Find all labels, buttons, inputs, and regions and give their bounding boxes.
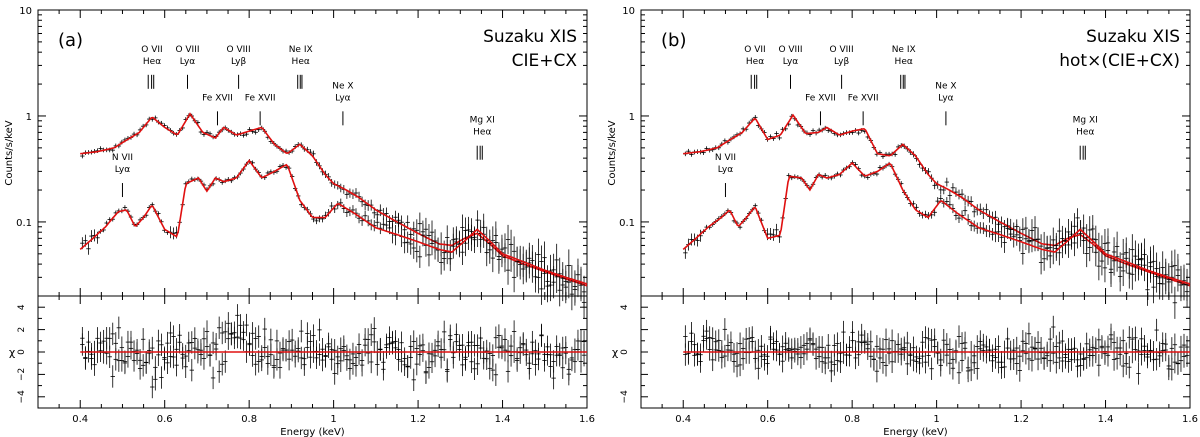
resid-tick-label: −2 bbox=[17, 368, 27, 381]
residuals bbox=[683, 315, 1190, 385]
model-curve bbox=[683, 113, 1191, 287]
line-id-label: Lyα bbox=[180, 57, 196, 67]
y-tick-label: 10 bbox=[622, 6, 635, 17]
resid-tick-label: 0 bbox=[17, 349, 27, 355]
y-axis-label: Counts/s/keV bbox=[4, 120, 15, 185]
x-tick-label: 1.4 bbox=[495, 414, 511, 425]
y-axis-label: Counts/s/keV bbox=[607, 120, 618, 185]
panel-label: (a) bbox=[58, 30, 83, 51]
line-id-label: Fe XVII bbox=[805, 93, 836, 103]
resid-tick-label: 4 bbox=[17, 304, 27, 310]
line-id-label: Lyα bbox=[718, 165, 734, 175]
series-lower bbox=[682, 160, 1191, 319]
line-id-label: Lyα bbox=[115, 165, 131, 175]
x-tick-label: 0.4 bbox=[675, 414, 691, 425]
line-id-label: O VIII bbox=[175, 45, 199, 55]
resid-tick-label: −4 bbox=[620, 390, 630, 404]
y-tick-label: 10 bbox=[19, 6, 32, 17]
resid-tick-label: 4 bbox=[620, 304, 630, 310]
y-tick-label: 1 bbox=[26, 112, 32, 123]
panel-b: 0.4 0.6 0.8 1 1.2 1.4 1.6 Energy (keV) 0.1 1 10 Cou… bbox=[607, 6, 1198, 437]
line-id-label: O VIII bbox=[227, 45, 251, 55]
line-id-label: Lyβ bbox=[231, 57, 247, 67]
model-curve bbox=[79, 159, 588, 285]
residuals bbox=[80, 304, 587, 399]
resid-tick-label: 0 bbox=[620, 349, 630, 355]
resid-axis-label: χ bbox=[612, 346, 619, 359]
panel-a: 0.4 0.6 0.8 1 1.2 1.4 1.6 Energy (keV) 0.1 1 10 Cou… bbox=[4, 6, 595, 437]
line-id-label: Heα bbox=[143, 57, 161, 67]
panel-label: (b) bbox=[661, 30, 686, 51]
y-tick-label: 0.1 bbox=[619, 218, 635, 229]
line-id-label: Lyα bbox=[938, 93, 954, 103]
line-id-label: Ne IX bbox=[289, 45, 313, 55]
y-tick-label: 0.1 bbox=[16, 218, 32, 229]
model-curve bbox=[80, 112, 588, 287]
model-curve bbox=[682, 161, 1191, 285]
chart-subtitle: hot×(CIE+CX) bbox=[1059, 51, 1180, 71]
line-id-label: O VII bbox=[141, 45, 162, 55]
series-upper bbox=[683, 113, 1191, 308]
chart-title: Suzaku XIS bbox=[483, 27, 577, 47]
series-upper bbox=[80, 112, 588, 319]
line-id-label: N VII bbox=[715, 153, 736, 163]
line-id-label: Fe XVII bbox=[202, 93, 233, 103]
x-tick-label: 1.6 bbox=[1182, 414, 1198, 425]
y-tick-label: 1 bbox=[629, 112, 635, 123]
line-id-label: Lyβ bbox=[834, 57, 850, 67]
x-axis-label: Energy (keV) bbox=[280, 427, 345, 437]
line-id-label: O VIII bbox=[778, 45, 802, 55]
x-tick-label: 0.8 bbox=[844, 414, 860, 425]
chart-subtitle: CIE+CX bbox=[512, 51, 578, 71]
x-tick-label: 1 bbox=[330, 414, 336, 425]
line-id-label: Ne X bbox=[935, 81, 956, 91]
line-id-label: Ne IX bbox=[892, 45, 916, 55]
line-id-label: Heα bbox=[473, 128, 491, 138]
x-tick-label: 0.4 bbox=[72, 414, 88, 425]
x-tick-label: 1 bbox=[933, 414, 939, 425]
line-id-label: Mg XI bbox=[470, 116, 495, 126]
x-tick-label: 1.2 bbox=[1013, 414, 1029, 425]
chart-title: Suzaku XIS bbox=[1086, 27, 1180, 47]
x-axis-label: Energy (keV) bbox=[883, 427, 948, 437]
line-id-label: Lyα bbox=[783, 57, 799, 67]
x-tick-label: 1.6 bbox=[579, 414, 595, 425]
resid-tick-label: −4 bbox=[17, 390, 27, 404]
line-id-label: Heα bbox=[746, 57, 764, 67]
x-tick-label: 0.6 bbox=[157, 414, 173, 425]
line-id-label: Heα bbox=[1076, 128, 1094, 138]
x-tick-label: 1.4 bbox=[1098, 414, 1114, 425]
line-id-label: O VII bbox=[744, 45, 765, 55]
x-tick-label: 1.2 bbox=[410, 414, 426, 425]
line-id-label: Lyα bbox=[335, 93, 351, 103]
x-tick-label: 0.6 bbox=[760, 414, 776, 425]
line-id-label: Heα bbox=[292, 57, 310, 67]
resid-tick-label: 2 bbox=[17, 327, 27, 333]
line-id-label: N VII bbox=[112, 153, 133, 163]
line-id-label: Ne X bbox=[332, 81, 353, 91]
line-id-label: Fe XVII bbox=[848, 93, 879, 103]
x-tick-label: 0.8 bbox=[241, 414, 257, 425]
line-id-label: Fe XVII bbox=[245, 93, 276, 103]
series-lower bbox=[79, 159, 588, 311]
line-id-label: Mg XI bbox=[1073, 116, 1098, 126]
resid-axis-label: χ bbox=[9, 346, 16, 359]
line-id-label: Heα bbox=[895, 57, 913, 67]
line-id-label: O VIII bbox=[830, 45, 854, 55]
